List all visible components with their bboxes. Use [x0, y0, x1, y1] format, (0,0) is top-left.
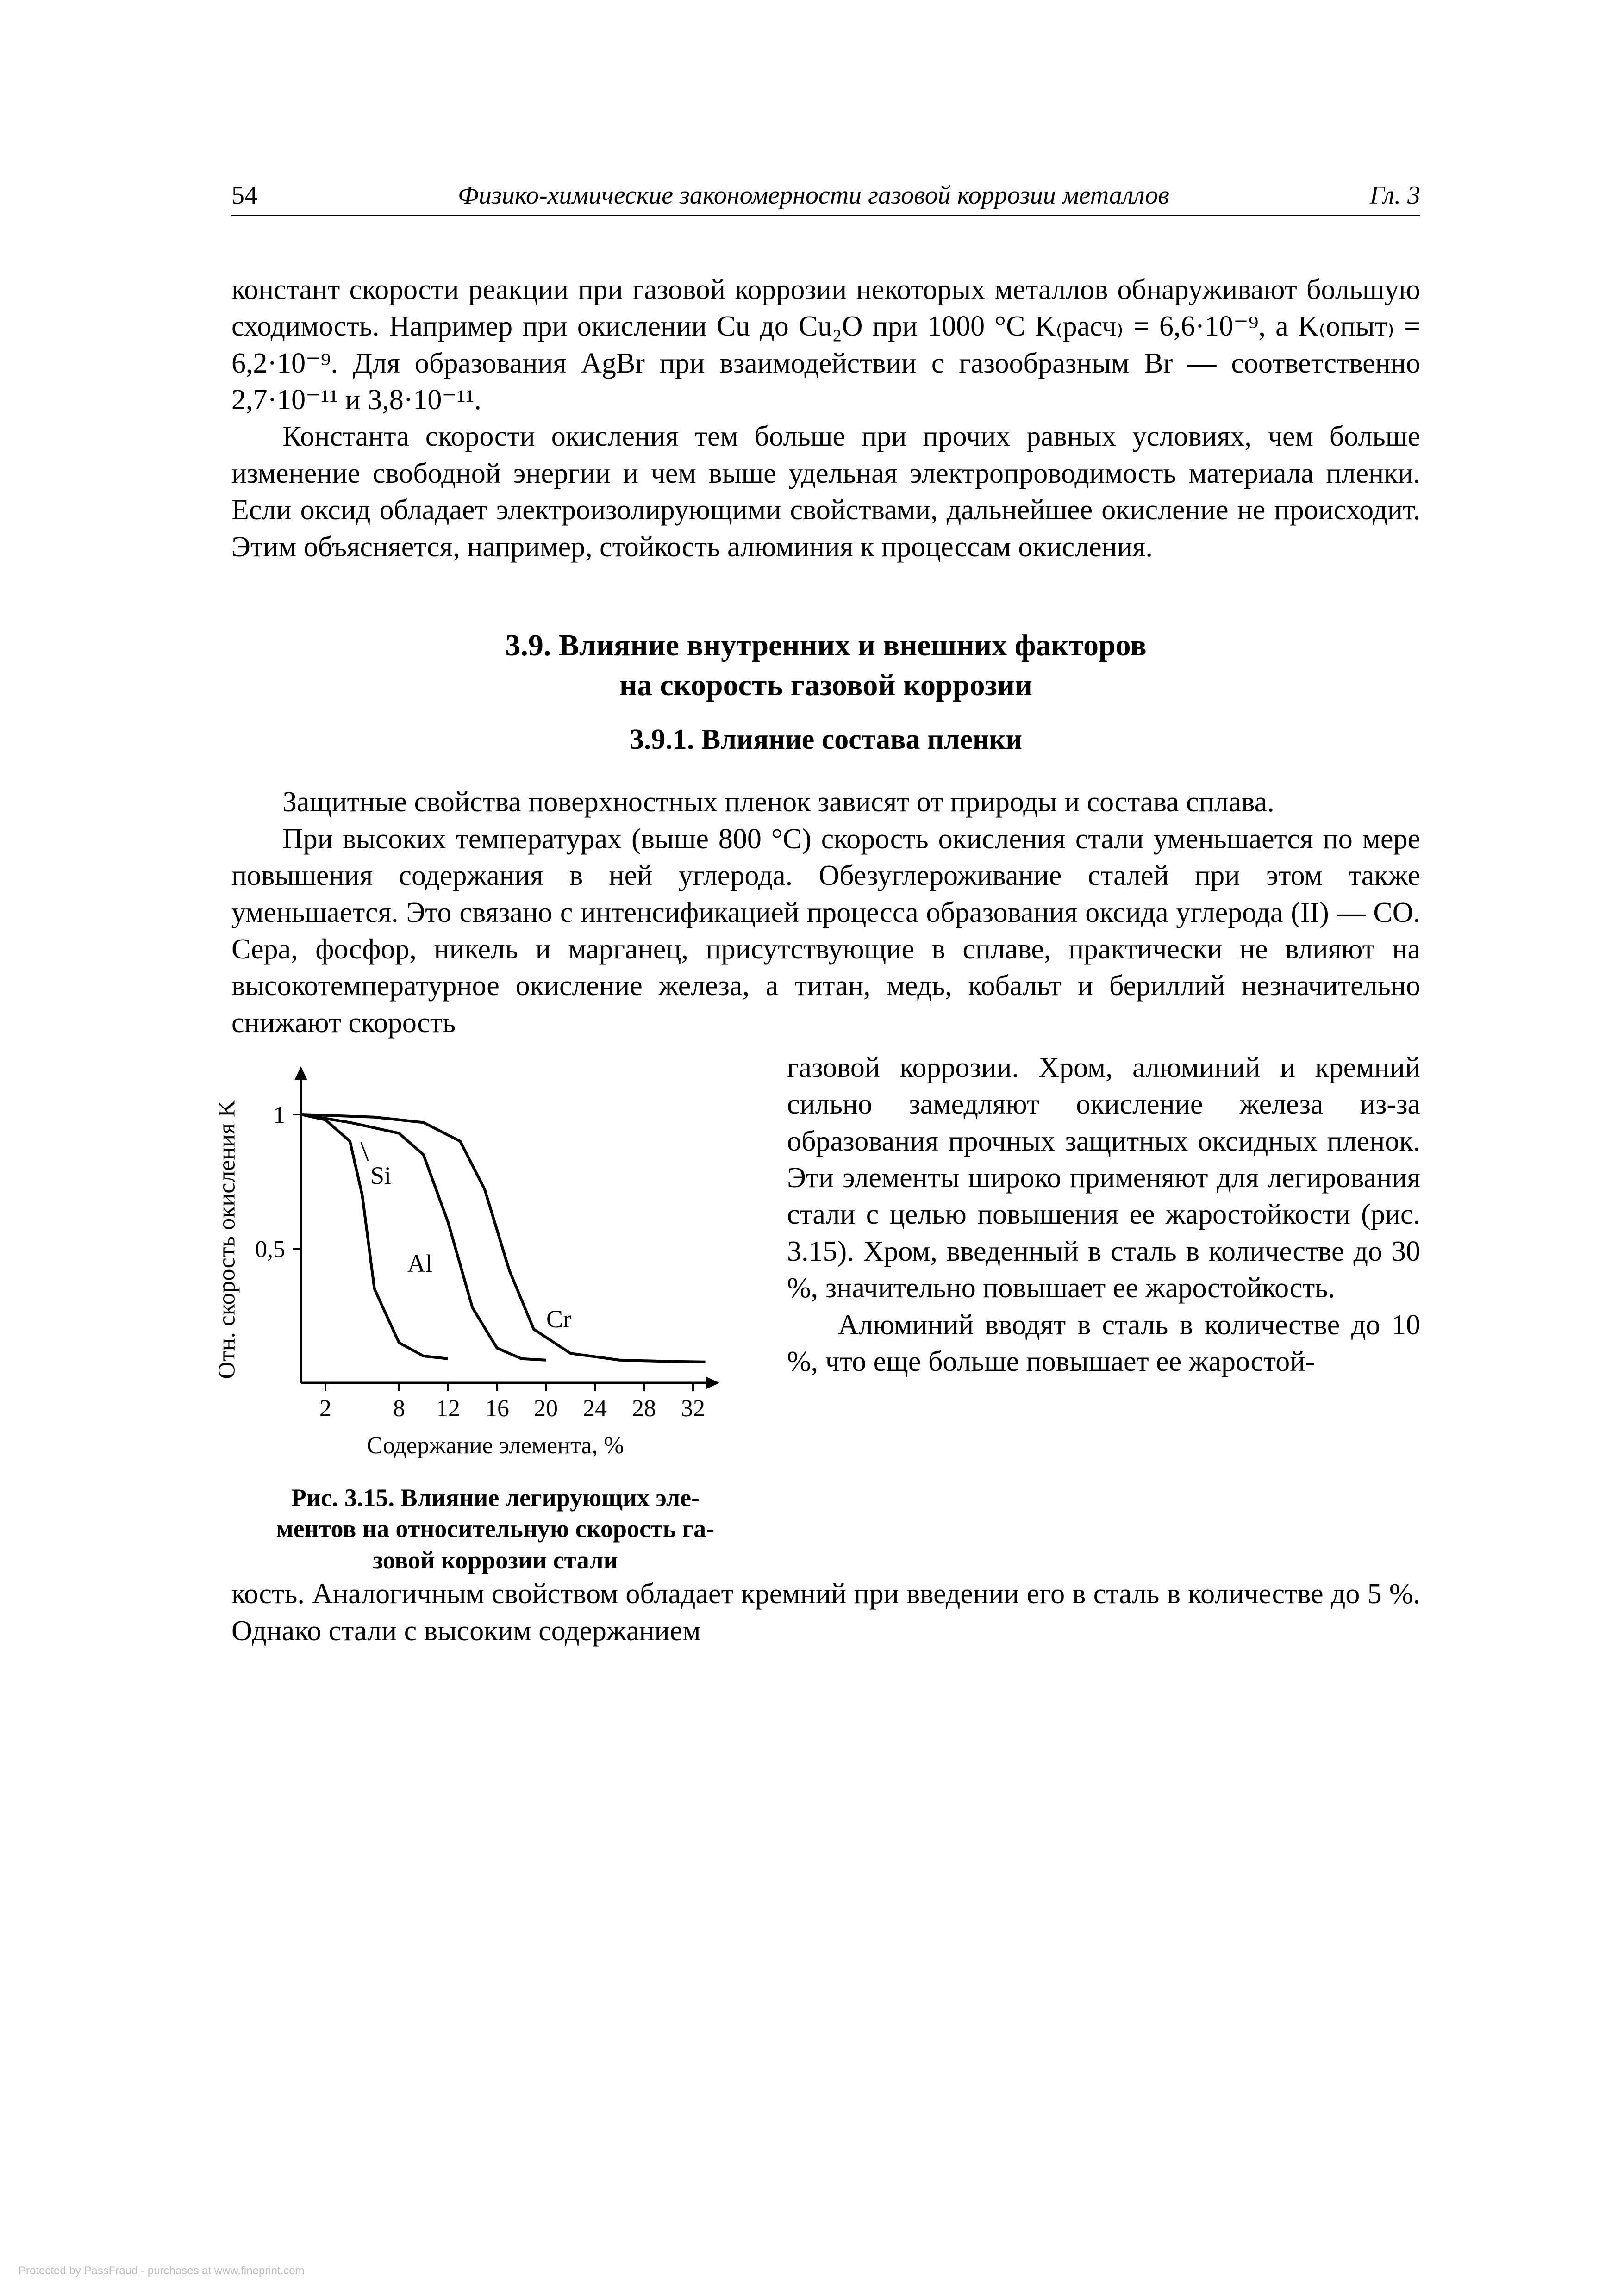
ytick-05: 0,5: [255, 1236, 285, 1263]
paragraph-3: Защитные свойства поверхностных пленок з…: [231, 784, 1420, 821]
ytick-1: 1: [273, 1102, 285, 1128]
figure-textwrap-row: Отн. скорость окисления K: [231, 1050, 1420, 1576]
section-title-line1: 3.9. Влияние внутренних и внешних фактор…: [505, 628, 1146, 662]
xtick-0: 2: [319, 1395, 331, 1422]
series-label-si: Si: [370, 1162, 391, 1189]
y-axis-label: Отн. скорость окисления K: [213, 1100, 241, 1379]
watermark: Protected by PassFraud - purchases at ww…: [19, 2265, 305, 2277]
running-title: Физико-химические закономерности газовой…: [257, 180, 1370, 210]
page-number: 54: [231, 180, 257, 210]
xtick-1: 8: [393, 1395, 405, 1422]
figure-caption: Рис. 3.15. Влияние легирующих эле- менто…: [231, 1482, 759, 1576]
section-title-line2: на скорость газовой коррозии: [619, 668, 1032, 702]
section-title: 3.9. Влияние внутренних и внешних фактор…: [231, 626, 1420, 705]
figure-column: Отн. скорость окисления K: [231, 1050, 759, 1576]
xtick-3: 16: [485, 1395, 509, 1422]
xtick-2: 12: [436, 1395, 460, 1422]
paragraph-4: При высоких температурах (выше 800 °C) с…: [231, 821, 1420, 1041]
x-axis-label: Содержание элемента, %: [231, 1432, 759, 1459]
paragraph-6: Алюминий вводят в сталь в количестве до …: [787, 1307, 1420, 1381]
paragraph-2: Константа скорости окисления тем больше …: [231, 418, 1420, 565]
paragraph-5: газовой коррозии. Хром, алюминий и кремн…: [787, 1050, 1420, 1307]
figure-chart: Отн. скорость окисления K: [231, 1050, 741, 1429]
paragraph-7: кость. Аналогичным свойством обладает кр…: [231, 1576, 1420, 1649]
wrap-text-column: газовой коррозии. Хром, алюминий и кремн…: [787, 1050, 1420, 1576]
page: 54 Физико-химические закономерности газо…: [0, 0, 1624, 2296]
series-label-al: Al: [407, 1250, 432, 1277]
page-header: 54 Физико-химические закономерности газо…: [231, 180, 1420, 216]
xtick-7: 32: [681, 1395, 705, 1422]
xtick-5: 24: [583, 1395, 607, 1422]
xtick-4: 20: [534, 1395, 558, 1422]
xtick-6: 28: [632, 1395, 656, 1422]
chapter-mark: Гл. 3: [1370, 180, 1420, 210]
series-label-cr: Cr: [546, 1305, 571, 1333]
subsection-title: 3.9.1. Влияние состава пленки: [231, 723, 1420, 756]
chart-svg: 1 0,5: [231, 1050, 741, 1429]
paragraph-1: констант скорости реакции при газовой ко…: [231, 272, 1420, 418]
